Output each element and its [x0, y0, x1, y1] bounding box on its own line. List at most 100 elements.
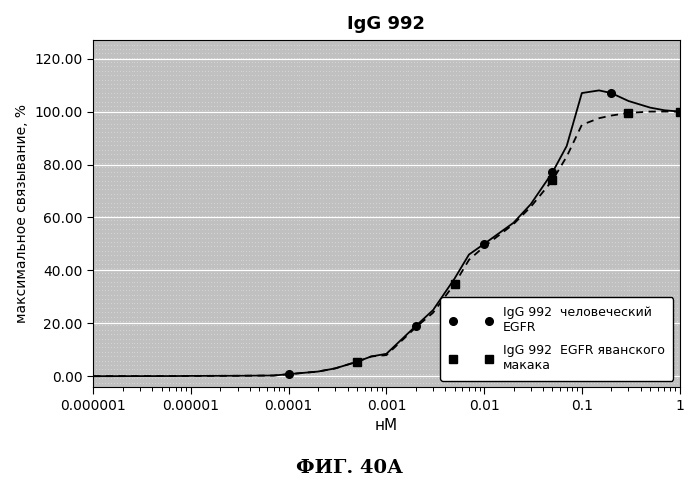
Point — [644, 133, 656, 141]
Point — [361, 203, 373, 211]
Point — [250, 225, 261, 233]
Point — [114, 221, 125, 228]
Point — [120, 221, 131, 228]
Point — [256, 286, 267, 294]
Point — [291, 260, 302, 268]
Point — [252, 352, 264, 360]
Point — [155, 98, 166, 106]
Point — [259, 216, 270, 224]
Point — [509, 173, 520, 180]
Point — [494, 40, 505, 48]
Point — [256, 238, 267, 246]
Point — [388, 67, 399, 75]
Point — [562, 150, 573, 158]
Point — [332, 124, 343, 132]
Point — [179, 317, 190, 325]
Point — [491, 260, 503, 268]
Point — [196, 133, 208, 141]
Point — [143, 313, 154, 321]
Point — [200, 370, 211, 377]
Point — [123, 260, 134, 268]
Point — [96, 89, 108, 97]
Point — [303, 247, 314, 254]
Point — [665, 84, 677, 92]
Point — [521, 128, 532, 136]
Point — [341, 313, 352, 321]
Point — [353, 45, 364, 53]
Point — [179, 282, 190, 290]
Point — [654, 207, 665, 215]
Point — [633, 212, 644, 220]
Point — [365, 190, 376, 198]
Point — [106, 107, 117, 114]
Point — [612, 45, 624, 53]
Point — [140, 137, 152, 145]
Point — [624, 304, 635, 312]
Point — [568, 286, 579, 294]
Point — [256, 352, 267, 360]
Point — [173, 146, 185, 154]
Point — [618, 67, 629, 75]
Point — [380, 374, 391, 382]
Point — [185, 321, 196, 329]
Point — [524, 352, 535, 360]
Point — [220, 84, 231, 92]
Point — [518, 278, 529, 285]
Point — [356, 40, 367, 48]
Point — [468, 242, 479, 250]
Point — [264, 357, 275, 364]
Point — [598, 221, 609, 228]
Point — [120, 190, 131, 198]
Point — [143, 173, 154, 180]
Point — [259, 142, 270, 149]
Point — [480, 234, 491, 241]
Point — [297, 304, 308, 312]
Point — [315, 150, 326, 158]
Point — [94, 115, 105, 123]
Point — [285, 365, 296, 373]
Point — [591, 256, 603, 264]
Point — [515, 107, 526, 114]
Point — [630, 142, 641, 149]
Point — [341, 173, 352, 180]
Point — [444, 291, 455, 298]
Point — [403, 330, 414, 338]
Point — [462, 203, 473, 211]
Point — [598, 348, 609, 356]
Point — [150, 107, 161, 114]
Point — [250, 335, 261, 343]
Point — [259, 111, 270, 119]
Point — [324, 163, 335, 171]
Point — [650, 282, 661, 290]
Point — [182, 357, 193, 364]
Point — [297, 348, 308, 356]
Point — [182, 238, 193, 246]
Point — [159, 370, 170, 377]
Point — [459, 142, 470, 149]
Point — [238, 142, 249, 149]
Point — [656, 107, 668, 114]
Point — [382, 339, 394, 347]
Point — [150, 286, 161, 294]
Point — [388, 229, 399, 237]
Point — [503, 379, 514, 387]
Point — [468, 115, 479, 123]
Point — [559, 80, 570, 88]
Point — [176, 335, 187, 343]
Point — [424, 238, 435, 246]
Point — [441, 150, 452, 158]
Point — [574, 256, 585, 264]
Point — [152, 40, 164, 48]
Point — [474, 300, 485, 308]
Point — [305, 150, 317, 158]
Point — [96, 40, 108, 48]
Point — [509, 128, 520, 136]
Point — [155, 71, 166, 79]
Point — [167, 317, 178, 325]
Point — [114, 107, 125, 114]
Point — [489, 40, 500, 48]
Point — [208, 120, 219, 127]
Point — [456, 374, 467, 382]
Point — [87, 357, 99, 364]
Point — [365, 50, 376, 57]
